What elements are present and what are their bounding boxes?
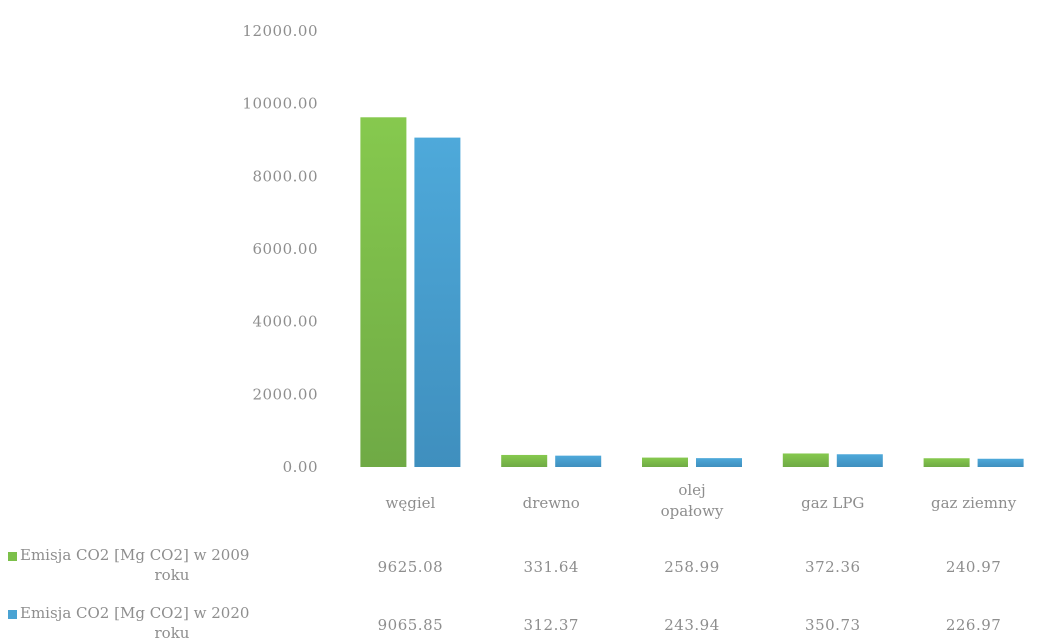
y-tick-label: 6000.00 [252,240,318,258]
legend-label: Emisja CO2 [Mg CO2] w 2020 [20,604,249,622]
x-category-label: gaz LPG [801,494,864,512]
y-tick-label: 0.00 [283,458,318,476]
legend-key [8,552,17,561]
y-axis: 0.00 2000.00 4000.00 6000.00 8000.00 10000.00… [242,22,318,476]
x-category-label: węgiel [386,494,436,512]
bar [642,457,688,467]
x-category-label: gaz ziemny [931,494,1017,512]
legend-label: Emisja CO2 [Mg CO2] w 2009 [20,546,249,564]
y-tick-label: 12000.00 [242,22,318,40]
y-tick-label: 8000.00 [252,167,318,185]
data-table: Emisja CO2 [Mg CO2] w 2009 roku 9625.08 331… [8,546,1001,642]
y-tick-label: 10000.00 [242,95,318,113]
data-label: 240.97 [946,558,1002,576]
bar [923,458,970,467]
data-label: 9065.85 [378,616,444,634]
data-label: 350.73 [805,616,861,634]
data-label: 331.64 [523,558,579,576]
bar [977,458,1024,467]
legend-key [8,610,17,619]
y-tick-label: 4000.00 [252,313,318,331]
data-label: 372.36 [805,558,861,576]
x-category-label: olej [678,481,705,499]
bar [696,458,742,467]
bar [555,455,602,467]
bar [501,454,548,467]
legend-label: roku [155,624,190,642]
bar [836,454,883,467]
bar [360,117,407,467]
data-label: 226.97 [946,616,1002,634]
x-category-label: opałowy [661,502,724,520]
data-label: 312.37 [523,616,579,634]
bars [360,117,1024,467]
legend-label: roku [155,566,190,584]
data-label: 9625.08 [378,558,444,576]
x-category-label: drewno [523,494,580,512]
bar [414,137,461,467]
data-label: 243.94 [664,616,720,634]
data-label: 258.99 [664,558,720,576]
y-tick-label: 2000.00 [252,385,318,403]
bar [782,453,829,467]
x-axis-categories: węgiel drewno olej opałowy gaz LPG gaz ziemny [386,481,1017,520]
